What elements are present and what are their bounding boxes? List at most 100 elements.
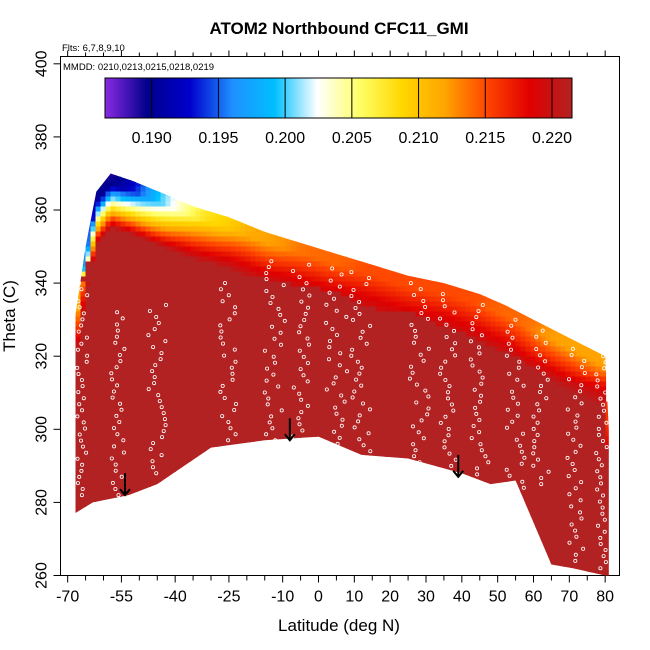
field-cell xyxy=(135,216,142,223)
field-cell xyxy=(325,476,332,483)
field-cell xyxy=(135,381,142,388)
field-cell xyxy=(145,301,152,308)
field-cell xyxy=(385,366,392,373)
field-cell xyxy=(160,246,167,253)
field-cell xyxy=(175,431,182,438)
field-cell xyxy=(215,216,222,223)
field-cell xyxy=(360,411,367,418)
field-cell xyxy=(140,526,147,533)
field-cell xyxy=(330,401,337,408)
field-cell xyxy=(405,286,412,293)
field-cell xyxy=(235,491,242,498)
field-cell xyxy=(200,551,207,558)
field-cell xyxy=(380,251,387,258)
field-cell xyxy=(220,371,227,378)
field-cell xyxy=(110,351,117,358)
field-cell xyxy=(95,261,102,268)
field-cell xyxy=(95,296,102,303)
field-cell xyxy=(155,536,162,543)
field-cell xyxy=(310,421,317,428)
field-cell xyxy=(165,361,172,368)
field-cell xyxy=(140,196,147,203)
field-cell xyxy=(170,241,177,248)
field-cell xyxy=(345,486,352,493)
field-cell xyxy=(280,461,287,468)
field-cell xyxy=(380,321,387,328)
field-cell xyxy=(400,546,407,553)
field-cell xyxy=(405,486,412,493)
field-cell xyxy=(190,256,197,263)
field-cell xyxy=(275,241,282,248)
field-cell xyxy=(395,486,402,493)
field-cell xyxy=(260,226,267,233)
field-cell xyxy=(400,361,407,368)
field-cell xyxy=(360,331,367,338)
field-cell xyxy=(370,396,377,403)
field-cell xyxy=(110,241,117,248)
field-cell xyxy=(185,456,192,463)
field-cell xyxy=(310,246,317,253)
field-cell xyxy=(135,466,142,473)
field-cell xyxy=(395,301,402,308)
field-cell xyxy=(110,271,117,278)
field-cell xyxy=(110,301,117,308)
field-cell xyxy=(185,491,192,498)
field-cell xyxy=(385,421,392,428)
field-cell xyxy=(250,406,257,413)
field-cell xyxy=(320,241,327,248)
field-cell xyxy=(140,173,147,178)
field-cell xyxy=(260,376,267,383)
field-cell xyxy=(410,271,417,278)
field-cell xyxy=(390,376,397,383)
field-cell xyxy=(215,426,222,433)
field-cell xyxy=(75,476,82,483)
field-cell xyxy=(195,351,202,358)
field-cell xyxy=(115,491,122,498)
field-cell xyxy=(395,256,402,263)
field-cell xyxy=(410,396,417,403)
field-cell xyxy=(135,471,142,478)
field-cell xyxy=(410,266,417,273)
field-cell xyxy=(330,421,337,428)
field-cell xyxy=(375,401,382,408)
field-cell xyxy=(225,491,232,498)
field-cell xyxy=(385,491,392,498)
field-cell xyxy=(125,206,132,213)
field-cell xyxy=(260,426,267,433)
field-cell xyxy=(340,361,347,368)
field-cell xyxy=(280,546,287,553)
field-cell xyxy=(275,351,282,358)
field-cell xyxy=(290,361,297,368)
field-cell xyxy=(405,271,412,278)
field-cell xyxy=(155,301,162,308)
field-cell xyxy=(260,291,267,298)
field-cell xyxy=(185,316,192,323)
field-cell xyxy=(275,401,282,408)
field-cell xyxy=(265,436,272,443)
field-cell xyxy=(250,476,257,483)
field-cell xyxy=(185,536,192,543)
field-cell xyxy=(195,331,202,338)
field-cell xyxy=(180,491,187,498)
field-cell xyxy=(105,386,112,393)
field-cell xyxy=(225,511,232,518)
field-cell xyxy=(370,371,377,378)
field-cell xyxy=(385,306,392,313)
field-cell xyxy=(285,476,292,483)
field-cell xyxy=(395,286,402,293)
field-cell xyxy=(130,346,137,353)
field-cell xyxy=(250,376,257,383)
field-cell xyxy=(410,541,417,548)
field-cell xyxy=(115,386,122,393)
field-cell xyxy=(320,311,327,318)
field-cell xyxy=(200,436,207,443)
field-cell xyxy=(110,446,117,453)
field-cell xyxy=(410,291,417,298)
field-cell xyxy=(270,241,277,248)
field-cell xyxy=(80,551,87,558)
field-cell xyxy=(105,451,112,458)
field-cell xyxy=(150,321,157,328)
field-cell xyxy=(385,261,392,268)
field-cell xyxy=(275,341,282,348)
field-cell xyxy=(135,296,142,303)
